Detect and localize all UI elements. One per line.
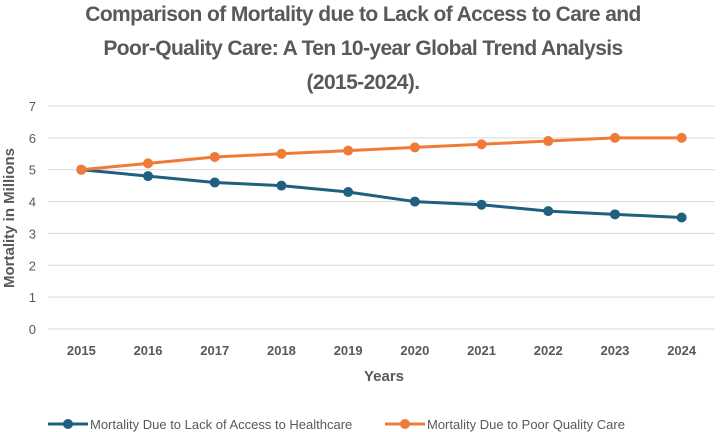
- data-point: [343, 187, 354, 198]
- data-point: [343, 145, 354, 156]
- data-point: [409, 196, 420, 207]
- y-tick-label: 2: [29, 258, 36, 273]
- data-point: [143, 171, 154, 182]
- x-tick-label: 2018: [267, 343, 296, 358]
- legend-marker-1: [63, 419, 73, 429]
- x-tick-label: 2020: [400, 343, 429, 358]
- x-axis-label: Years: [364, 368, 404, 385]
- x-tick-label: 2022: [534, 343, 563, 358]
- y-tick-label: 6: [29, 131, 36, 146]
- chart-title-line-3: (2015-2024).: [306, 71, 419, 94]
- legend-label-2: Mortality Due to Poor Quality Care: [427, 417, 625, 432]
- series-line-1: [81, 168, 682, 219]
- data-point: [209, 151, 220, 162]
- data-point: [143, 158, 154, 169]
- y-tick-label: 3: [29, 226, 36, 241]
- x-tick-label: 2015: [67, 343, 96, 358]
- x-tick-label: 2024: [667, 343, 697, 358]
- chart-title-line-2: Poor-Quality Care: A Ten 10-year Global …: [103, 37, 622, 60]
- x-tick-label: 2017: [200, 343, 229, 358]
- x-tick-label: 2021: [467, 343, 496, 358]
- y-tick-label: 5: [29, 163, 36, 178]
- y-tick-label: 7: [29, 99, 36, 114]
- data-point: [543, 206, 554, 217]
- y-tick-label: 4: [29, 195, 36, 210]
- legend: Mortality Due to Lack of Access to Healt…: [48, 417, 625, 432]
- data-point: [676, 212, 687, 223]
- x-tick-label: 2019: [334, 343, 363, 358]
- data-point: [609, 209, 620, 220]
- data-point: [676, 132, 687, 143]
- chart-title-line-1: Comparison of Mortality due to Lack of A…: [85, 3, 640, 26]
- data-point: [609, 132, 620, 143]
- data-point: [276, 148, 287, 159]
- data-point: [476, 199, 487, 210]
- legend-label-1: Mortality Due to Lack of Access to Healt…: [90, 417, 352, 432]
- data-point: [543, 136, 554, 147]
- y-axis-label: Mortality in Millions: [1, 148, 18, 288]
- y-tick-label: 0: [29, 322, 36, 337]
- y-tick-label: 1: [29, 290, 36, 305]
- data-point: [209, 177, 220, 188]
- data-point: [76, 164, 87, 175]
- series-line-2: [81, 136, 682, 172]
- data-point: [409, 142, 420, 153]
- legend-marker-2: [400, 419, 410, 429]
- data-point: [476, 139, 487, 150]
- x-tick-label: 2023: [600, 343, 629, 358]
- x-tick-label: 2016: [134, 343, 163, 358]
- data-point: [276, 180, 287, 191]
